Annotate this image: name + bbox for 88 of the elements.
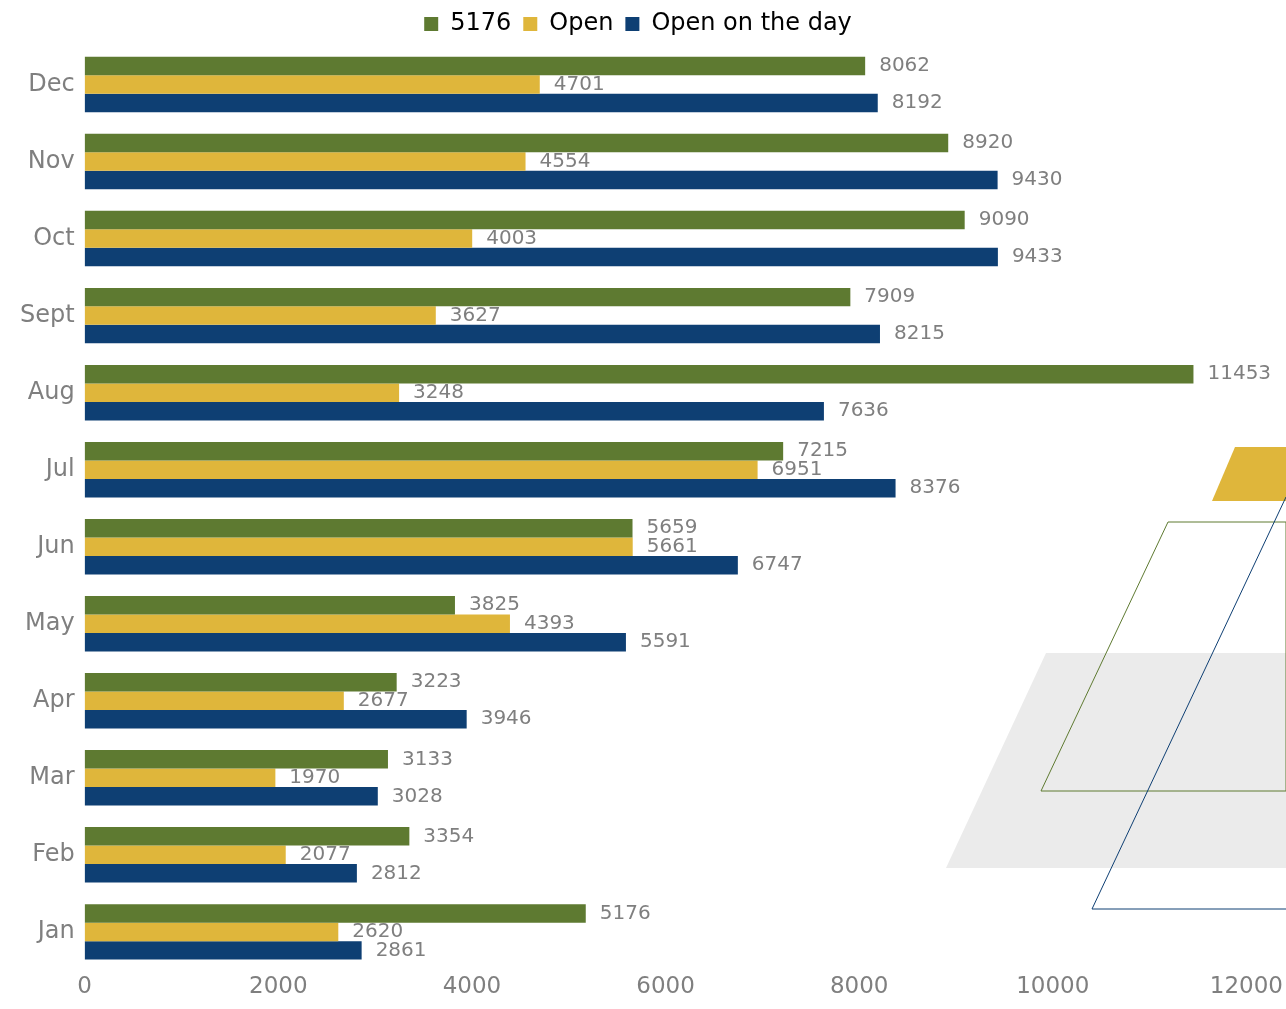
data-label: 3354 xyxy=(423,822,475,847)
bar xyxy=(84,247,998,267)
bar xyxy=(84,768,276,788)
bar xyxy=(84,229,473,248)
bar xyxy=(84,904,586,923)
bar xyxy=(84,827,410,846)
y-tick-label: Aug xyxy=(27,376,75,405)
data-label: 9090 xyxy=(978,206,1030,231)
data-label: 3028 xyxy=(391,782,443,807)
bar xyxy=(84,401,824,421)
data-label: 6747 xyxy=(751,551,803,576)
y-tick-label: Oct xyxy=(33,222,75,251)
bar xyxy=(84,133,949,153)
y-tick-label: Dec xyxy=(28,68,75,97)
bar xyxy=(84,787,378,806)
data-label: 9433 xyxy=(1011,243,1063,268)
data-label: 8920 xyxy=(962,129,1014,154)
y-tick-label: Jan xyxy=(35,916,75,945)
bar xyxy=(84,555,738,575)
bar xyxy=(84,170,998,190)
bar xyxy=(84,152,526,171)
y-tick-label: Apr xyxy=(33,685,75,714)
data-label: 1970 xyxy=(289,764,341,789)
bar xyxy=(84,441,784,461)
bar xyxy=(84,287,851,307)
bar xyxy=(84,537,633,556)
data-label: 9430 xyxy=(1011,166,1063,191)
data-label: 4554 xyxy=(539,147,591,172)
x-tick-label: 12000 xyxy=(1209,972,1283,999)
data-label: 5176 xyxy=(599,899,651,924)
x-tick-label: 6000 xyxy=(636,972,695,999)
x-tick-label: 4000 xyxy=(442,972,502,999)
bar xyxy=(84,75,540,94)
data-label: 7636 xyxy=(837,397,889,422)
data-label: 3133 xyxy=(401,745,453,770)
data-label: 3223 xyxy=(410,668,462,693)
y-tick-label: Sept xyxy=(19,299,75,328)
bar xyxy=(84,691,344,711)
bar xyxy=(84,518,633,538)
data-label: 3627 xyxy=(449,301,501,326)
legend-label: 5176 xyxy=(450,8,512,37)
y-tick-label: Jul xyxy=(43,453,75,482)
bar xyxy=(84,596,455,615)
data-label: 2677 xyxy=(357,686,409,711)
data-label: 4003 xyxy=(486,224,538,249)
bar xyxy=(84,383,400,402)
bar xyxy=(84,306,436,325)
data-label: 8192 xyxy=(891,89,943,114)
data-label: 7909 xyxy=(864,283,916,308)
data-label: 8062 xyxy=(879,52,931,77)
data-label: 5591 xyxy=(639,628,691,653)
bar xyxy=(84,632,626,652)
y-tick-label: Jun xyxy=(35,530,75,559)
x-tick-label: 0 xyxy=(77,972,92,999)
bar xyxy=(84,864,357,883)
bar xyxy=(84,460,758,479)
x-tick-label: 10000 xyxy=(1016,972,1090,999)
y-tick-label: May xyxy=(25,607,75,636)
bar xyxy=(84,750,388,769)
data-label: 8215 xyxy=(893,320,945,345)
bar xyxy=(84,210,965,230)
legend-label: Open xyxy=(549,8,614,37)
x-tick-label: 8000 xyxy=(829,972,889,999)
data-label: 4701 xyxy=(553,70,605,95)
bar xyxy=(84,673,397,692)
data-label: 8376 xyxy=(909,474,961,499)
y-tick-label: Nov xyxy=(27,145,75,174)
data-label: 2077 xyxy=(299,841,351,866)
data-label: 3248 xyxy=(413,378,464,403)
data-label: 3946 xyxy=(480,705,532,730)
y-tick-label: Mar xyxy=(29,762,75,791)
bar xyxy=(84,845,286,865)
bar xyxy=(84,922,339,942)
legend-label: Open on the day xyxy=(651,8,852,37)
bar xyxy=(84,324,880,344)
bar xyxy=(84,93,878,113)
bar xyxy=(84,56,866,76)
x-tick-label: 2000 xyxy=(249,972,308,999)
bar xyxy=(84,478,896,498)
bar xyxy=(84,364,1194,384)
data-label: 3825 xyxy=(468,591,520,616)
y-tick-label: Feb xyxy=(32,839,75,868)
bar xyxy=(84,941,362,960)
bar xyxy=(84,614,510,633)
data-label: 2812 xyxy=(370,859,422,884)
bar xyxy=(84,710,467,729)
data-label: 11453 xyxy=(1207,360,1272,385)
data-label: 4393 xyxy=(523,609,575,634)
